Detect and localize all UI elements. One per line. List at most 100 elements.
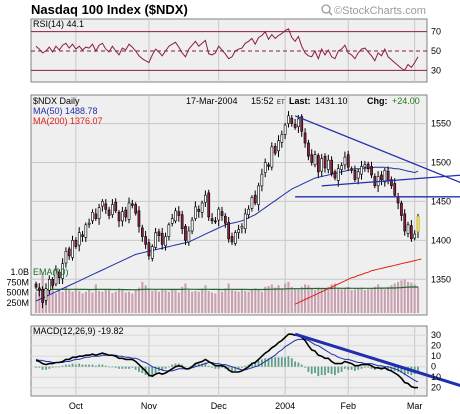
candle-body	[190, 219, 194, 232]
macd-histogram-bar	[128, 366, 130, 369]
candle-body	[370, 166, 373, 176]
macd-histogram-bar	[314, 366, 316, 373]
macd-histogram-bar	[134, 366, 137, 370]
volume-bar	[71, 291, 74, 313]
candle-body	[267, 164, 270, 167]
candle-body	[124, 209, 128, 218]
macd-histogram-bar	[340, 366, 343, 372]
volume-bar	[300, 286, 303, 313]
candle-body	[240, 226, 244, 229]
candle-body	[346, 154, 350, 168]
candle-body	[44, 288, 48, 301]
candle-body	[117, 212, 121, 222]
volume-bar	[340, 289, 343, 313]
macd-histogram-bar	[304, 366, 306, 368]
candle-body	[114, 201, 118, 212]
volume-ema-line	[36, 286, 418, 291]
trendlines	[294, 115, 460, 198]
macd-histogram-bar	[184, 366, 187, 368]
volume-bar	[98, 290, 101, 313]
ma50-line	[35, 166, 419, 302]
candle-body	[277, 140, 280, 152]
volume-tick-label: 250M	[6, 298, 29, 308]
volume-bar	[157, 291, 160, 313]
price-candles	[34, 111, 420, 309]
volume-bar	[81, 293, 84, 313]
candle-body	[393, 183, 397, 196]
candle-body	[101, 201, 104, 207]
candle-body	[350, 168, 353, 171]
volume-bar	[108, 290, 111, 313]
macd-histogram-bar	[297, 362, 300, 367]
volume-bar	[54, 293, 57, 313]
volume-bar	[38, 290, 41, 313]
volume-bar	[91, 292, 94, 313]
macd-histogram-bar	[234, 366, 237, 371]
volume-bar	[337, 288, 340, 313]
candle-body	[217, 208, 221, 221]
candle-body	[396, 196, 400, 204]
volume-bar	[147, 288, 150, 313]
candle-body	[320, 158, 324, 172]
candle-body	[224, 215, 227, 224]
volume-ema	[36, 286, 418, 291]
volume-bar	[417, 286, 420, 313]
candle-body	[84, 224, 88, 238]
axis-labels: 70 50 30 1550 1500 1450 1400 1350 1.0B750M500M25…	[6, 27, 451, 411]
candle-body	[416, 215, 420, 233]
candle-body	[403, 213, 407, 232]
candle-body	[220, 211, 224, 216]
volume-bar	[330, 284, 333, 313]
candle-body	[184, 226, 187, 241]
candle-body	[111, 204, 114, 215]
macd-histogram-bar	[124, 366, 127, 369]
macd-histogram-bar	[114, 366, 117, 368]
volume-bar	[397, 281, 400, 313]
macd-histogram-bar	[131, 366, 134, 368]
volume-bar	[277, 285, 280, 313]
volume-bar	[320, 289, 323, 313]
volume-bar	[197, 291, 200, 313]
macd-histogram-bar	[168, 366, 170, 368]
macd-histogram-bar	[41, 366, 44, 370]
volume-tick-label: 750M	[6, 277, 29, 287]
candle-body	[174, 210, 177, 222]
candle-body	[167, 224, 171, 237]
volume-bar	[84, 291, 87, 313]
candle-body	[263, 162, 267, 173]
macd-histogram-bar	[337, 366, 340, 373]
volume-bar	[347, 286, 350, 313]
chart-title: Nasdaq 100 Index ($NDX)	[31, 2, 188, 17]
macd-histogram-bar	[65, 364, 67, 367]
candle-body	[144, 236, 148, 245]
macd-histogram-bar	[317, 366, 320, 377]
volume-bar	[174, 290, 177, 313]
volume-bar	[231, 290, 234, 313]
macd-histogram-bar	[91, 364, 94, 367]
header-time: 15:52	[251, 96, 274, 106]
macd-series	[35, 332, 460, 389]
macd-histogram-bar	[154, 366, 157, 373]
macd-histogram-bar	[334, 366, 336, 376]
candle-body	[160, 233, 164, 245]
volume-bar	[327, 286, 330, 313]
macd-histogram-bar	[370, 366, 373, 369]
macd-histogram-bar	[284, 357, 286, 367]
volume-bar	[61, 291, 64, 313]
macd-tick-label: 20	[431, 383, 441, 393]
macd-histogram-bar	[161, 366, 164, 371]
macd-histogram-bar	[187, 366, 190, 368]
volume-bar	[244, 290, 247, 313]
candle-body	[237, 229, 241, 233]
moving-averages	[35, 166, 422, 305]
macd-histogram-bar	[101, 364, 104, 367]
macd-signal-line	[35, 338, 419, 383]
candle-body	[323, 156, 327, 169]
candle-body	[340, 165, 344, 170]
candle-body	[406, 224, 410, 234]
macd-histogram-bar	[151, 366, 154, 377]
candle-body	[207, 192, 211, 218]
macd-histogram-bar	[324, 366, 326, 376]
